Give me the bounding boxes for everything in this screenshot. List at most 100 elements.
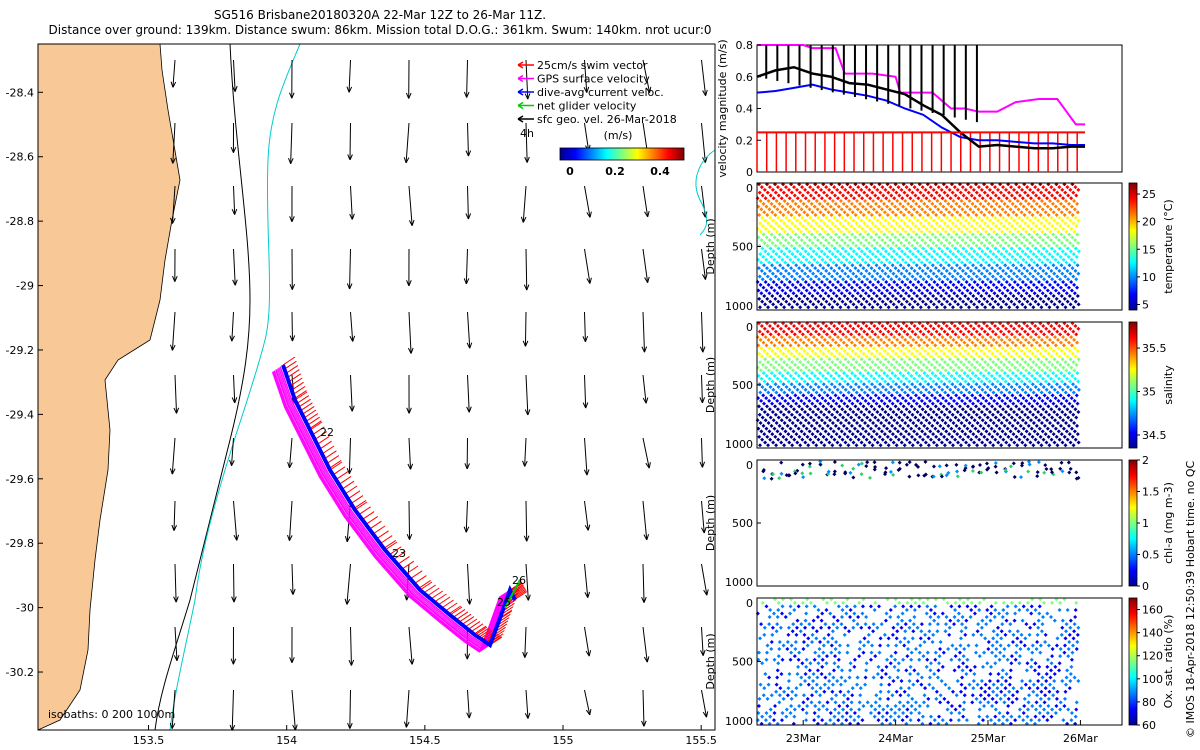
profile-sample [1073, 238, 1078, 243]
profile-sample [920, 346, 925, 351]
profile-sample [987, 187, 992, 192]
current-arrow [584, 500, 589, 531]
profile-sample [767, 398, 772, 403]
profile-sample [972, 280, 977, 285]
colorbar-tick-label: 1.5 [1142, 486, 1160, 499]
profile-sample [1034, 285, 1039, 290]
profile-sample [823, 260, 828, 265]
profile-sample [1021, 396, 1026, 401]
gps-velocity-trace [273, 371, 506, 652]
current-arrow [172, 59, 176, 88]
current-arrow [174, 563, 177, 603]
profile-sample [808, 268, 813, 273]
profile-sample [826, 401, 831, 406]
profile-sample [973, 426, 978, 431]
profile-sample [905, 332, 910, 337]
profile-sample [950, 190, 955, 195]
profile-sample [980, 440, 985, 445]
profile-sample [873, 415, 878, 420]
profile-sample [1032, 376, 1037, 381]
profile-sample [1043, 263, 1048, 268]
profile-sample [1001, 246, 1006, 251]
profile-sample [986, 285, 991, 290]
day-label: 22 [320, 426, 334, 439]
profile-sample [982, 296, 987, 301]
profile-sample [781, 434, 786, 439]
profile-sample [887, 337, 892, 342]
profile-sample [999, 221, 1004, 226]
profile-sample [919, 260, 924, 265]
profile-sample [828, 365, 833, 370]
profile-sample [861, 266, 866, 271]
profile-sample [867, 440, 872, 445]
profile-sample [766, 443, 771, 448]
current-arrow [525, 59, 529, 100]
profile-sample [855, 282, 860, 287]
profile-sample [778, 210, 783, 215]
profile-sample [830, 190, 835, 195]
profile-sample [907, 409, 912, 414]
profile-sample [1031, 390, 1036, 395]
profile-sample [1057, 238, 1062, 243]
profile-sample [952, 260, 957, 265]
profile-sample [956, 365, 961, 370]
profile-sample [827, 387, 832, 392]
profile-sample [852, 204, 857, 209]
profile-sample [944, 185, 949, 190]
profile-sample [882, 340, 887, 345]
profile-sample [1005, 288, 1010, 293]
profile-sample [788, 257, 793, 262]
current-arrowhead [644, 210, 650, 218]
profile-sample [865, 332, 870, 337]
profile-sample [820, 226, 825, 231]
profile-sample [837, 266, 842, 271]
profile-sample [963, 210, 968, 215]
profile-sample [766, 421, 771, 426]
profile-sample [939, 210, 944, 215]
profile-sample [934, 443, 939, 448]
profile-sample [1019, 232, 1024, 237]
current-arrow [467, 374, 470, 413]
profile-sample [963, 263, 968, 268]
profile-sample [870, 382, 875, 387]
profile-sample [1030, 296, 1035, 301]
profile-sample [778, 348, 783, 353]
profile-sample [1034, 362, 1039, 367]
profile-sample [782, 368, 787, 373]
current-arrowhead [349, 213, 355, 220]
profile-sample [894, 274, 899, 279]
profile-sample [844, 343, 849, 348]
profile-sample [870, 329, 875, 334]
profile-sample [885, 343, 890, 348]
profile-sample [885, 213, 890, 218]
profile-sample [865, 193, 870, 198]
profile-sample [832, 324, 837, 329]
current-arrowhead [703, 589, 709, 596]
profile-sample [852, 365, 857, 370]
profile-sample [1017, 193, 1022, 198]
profile-sample [867, 240, 872, 245]
profile-sample [909, 266, 914, 271]
profile-sample [1001, 324, 1006, 329]
profile-sample [778, 271, 783, 276]
current-arrowhead [699, 346, 706, 353]
profile-sample [819, 357, 824, 362]
profile-sample [918, 296, 923, 301]
profile-sample [782, 221, 787, 226]
profile-sample [957, 288, 962, 293]
profile-sample [1065, 238, 1070, 243]
profile-sample [1034, 254, 1039, 259]
profile-sample [990, 404, 995, 409]
profile-sample [980, 280, 985, 285]
profile-sample [951, 337, 956, 342]
profile-sample [1016, 229, 1021, 234]
profile-sample [817, 362, 822, 367]
profile-sample [958, 351, 963, 356]
profile-sample [861, 434, 866, 439]
profile-sample [799, 238, 804, 243]
profile-sample [913, 246, 918, 251]
profile-sample [896, 324, 901, 329]
profile-sample [898, 340, 903, 345]
profile-sample [983, 221, 988, 226]
profile-sample [810, 401, 815, 406]
